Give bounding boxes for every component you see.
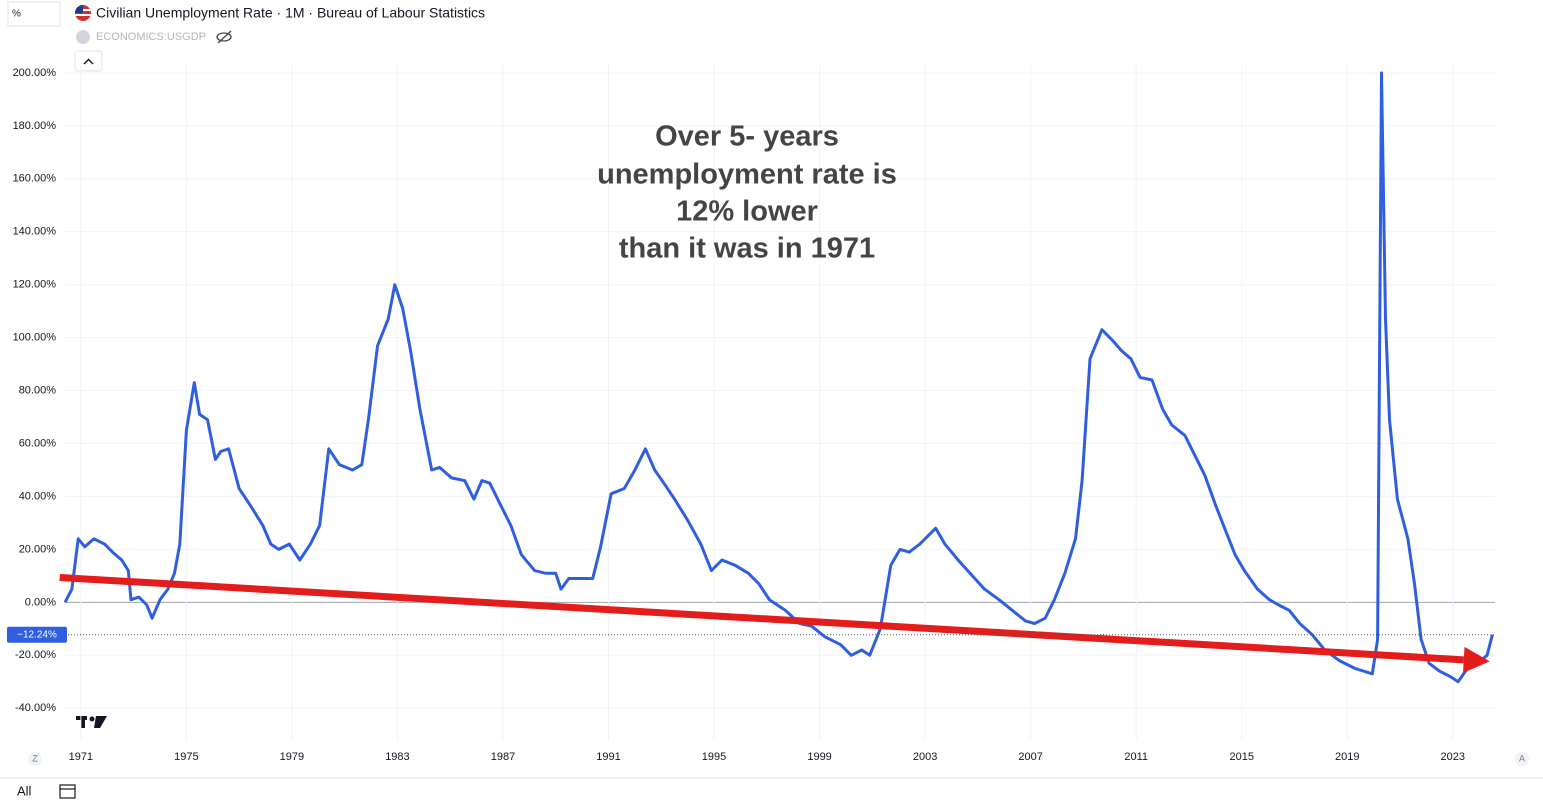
y-tick-label: 140.00% — [13, 226, 57, 238]
symbol-icon — [76, 30, 90, 44]
calendar-icon[interactable] — [59, 784, 76, 799]
y-tick-label: -40.00% — [15, 702, 56, 714]
y-tick-label: 180.00% — [13, 120, 57, 132]
scale-unit: % — [12, 9, 21, 20]
x-tick-label: 1979 — [280, 751, 304, 763]
collapse-button[interactable] — [74, 50, 103, 72]
annotation: 12% lower — [676, 196, 818, 228]
x-tick-label: 2019 — [1335, 751, 1359, 763]
annotation: than it was in 1971 — [619, 233, 875, 265]
a-button[interactable] — [1515, 752, 1529, 766]
z-label: Z — [32, 753, 38, 763]
x-tick-label: 1971 — [69, 751, 93, 763]
x-tick-label: 2007 — [1018, 751, 1042, 763]
y-tick-label: -20.00% — [15, 649, 56, 661]
trend-arrowhead — [1463, 646, 1490, 673]
range-all[interactable]: All — [17, 783, 32, 798]
x-tick-label: 2011 — [1124, 751, 1148, 763]
chevron — [83, 58, 94, 65]
y-tick-label: 160.00% — [13, 173, 57, 185]
y-tick-label: 40.00% — [19, 490, 57, 502]
hide-icon[interactable] — [216, 30, 232, 44]
y-tick-label: 0.00% — [25, 596, 56, 608]
x-tick-label: 1987 — [491, 751, 515, 763]
last-value-box — [7, 626, 67, 643]
scale-input[interactable] — [7, 1, 61, 27]
x-tick-label: 1991 — [596, 751, 620, 763]
annotation: unemployment rate is — [597, 159, 897, 191]
z-button[interactable] — [28, 752, 42, 766]
x-tick-label: 1995 — [702, 751, 726, 763]
flag-icon — [75, 5, 91, 21]
x-tick-label: 1983 — [385, 751, 409, 763]
y-tick-label: 120.00% — [13, 279, 57, 291]
y-tick-label: 100.00% — [13, 332, 57, 344]
trend-line — [59, 573, 1464, 664]
y-tick-label: 200.00% — [13, 67, 57, 79]
chart-title: Civilian Unemployment Rate · 1M · Bureau… — [96, 5, 485, 21]
x-tick-label: 1975 — [174, 751, 198, 763]
line-series — [63, 71, 1494, 684]
x-tick-label: 2003 — [913, 751, 937, 763]
last-value-label: −12.24% — [17, 629, 57, 640]
y-tick-label: 20.00% — [19, 543, 57, 555]
annotation: Over 5- years — [655, 121, 839, 153]
symbol: ECONOMICS:USGDP — [96, 31, 206, 43]
x-tick-label: 2015 — [1229, 751, 1253, 763]
y-tick-label: 80.00% — [19, 384, 57, 396]
x-tick-label: 1999 — [807, 751, 831, 763]
a-label: A — [1519, 753, 1525, 763]
logo — [76, 716, 107, 728]
x-tick-label: 2023 — [1441, 751, 1465, 763]
y-tick-label: 60.00% — [19, 437, 57, 449]
